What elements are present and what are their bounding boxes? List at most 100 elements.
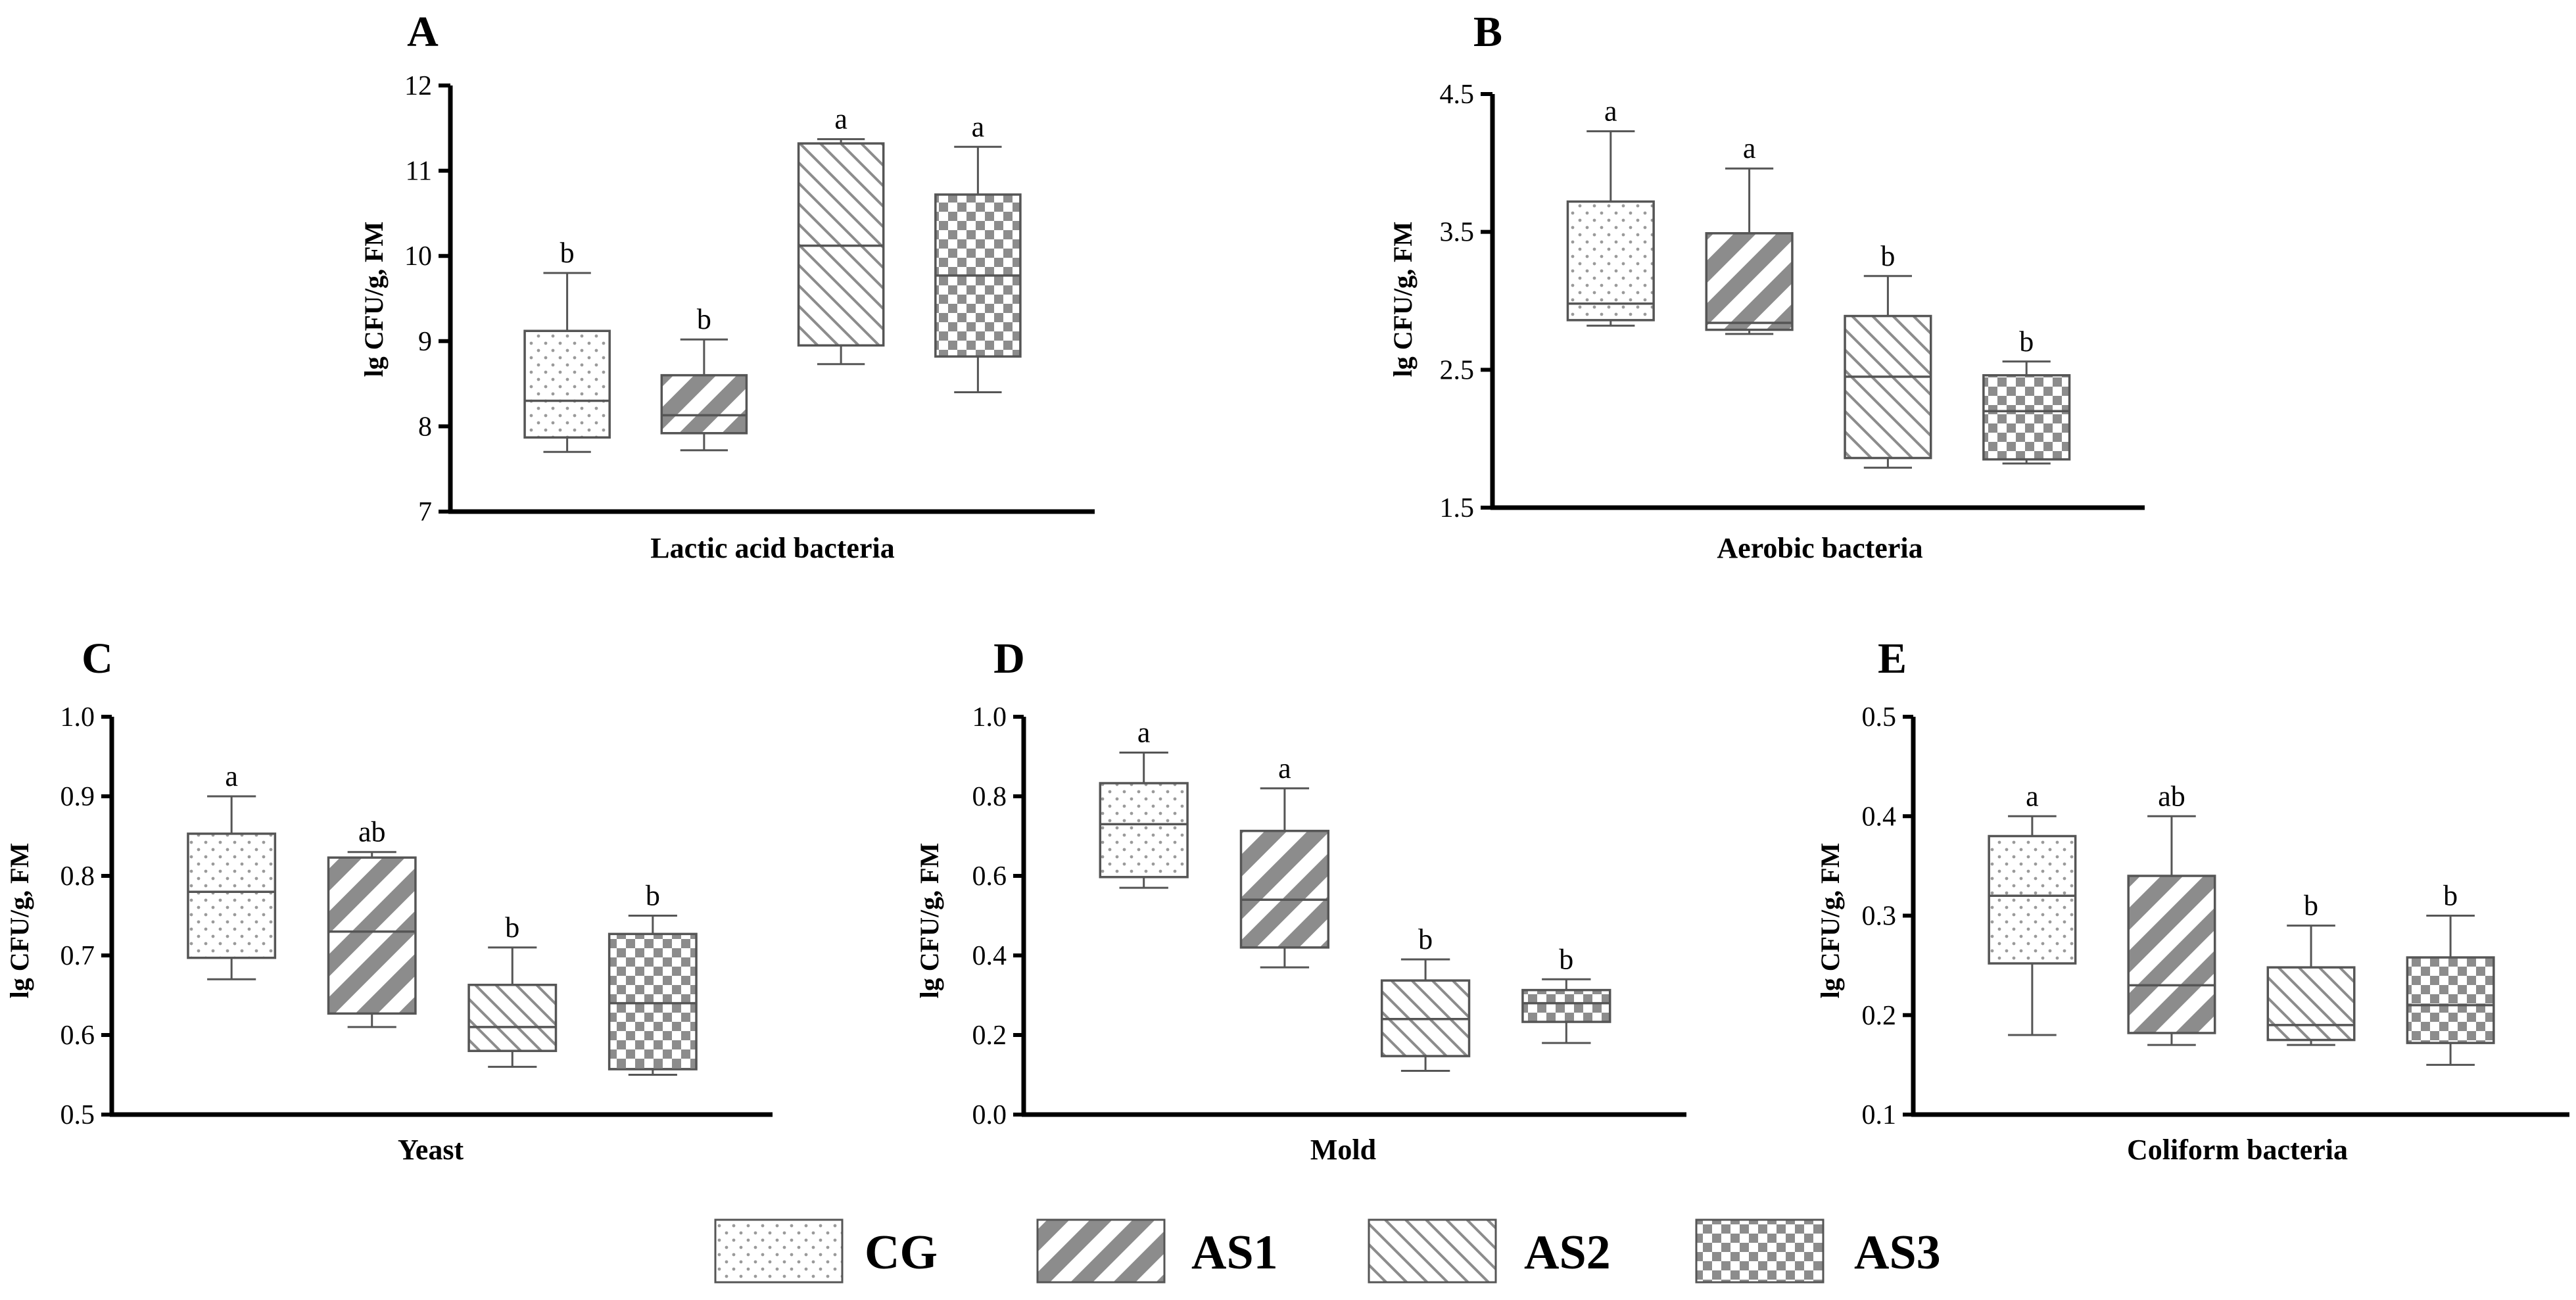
sig-label-c-as2: b [505,911,519,944]
y-tick-label-c-5: 1.0 [60,702,95,733]
y-tick-label-c-0: 0.5 [60,1100,95,1130]
plot-area-b: 1.5 2.5 3.5 4.5 a a b b [1440,80,2145,523]
sig-label-c-cg: a [225,760,238,792]
y-tick-label-d-0: 0.0 [972,1100,1007,1130]
legend: CG AS1 AS2 AS3 [714,1218,1941,1284]
x-axis-label-a: Lactic acid bacteria [650,532,894,564]
panel-letter-b: B [1473,8,1502,56]
sig-label-b-as3: b [2019,325,2034,358]
y-tick-label-c-3: 0.8 [60,861,95,892]
box-e-as1 [2127,875,2216,1034]
sig-label-b-as2: b [1880,240,1895,272]
plot-area-a: 7 8 9 10 11 12 b b a a [404,71,1095,527]
plot-area-c: 0.5 0.6 0.7 0.8 0.9 1.0 a ab b b [60,702,773,1130]
y-axis-label-b: lg CFU/g, FM [1388,222,1418,377]
sig-label-a-as3: a [972,110,985,143]
sig-label-d-as2: b [1418,923,1433,955]
box-c-as1 [327,856,417,1015]
box-c-as3 [608,932,698,1071]
y-tick-label-d-1: 0.2 [972,1021,1007,1051]
sig-label-e-cg: a [2026,780,2039,812]
box-c-cg [187,832,277,959]
sig-label-e-as1: ab [2158,780,2185,812]
x-axis-label-b: Aerobic bacteria [1717,532,1922,564]
y-tick-label-d-4: 0.8 [972,782,1007,812]
box-d-as3 [1521,988,1611,1023]
panel-a: A lg CFU/g, FM Lactic acid bacteria 7 8 9 1… [359,8,1095,564]
panel-letter-d: D [993,635,1025,683]
box-e-as3 [2406,956,2495,1044]
y-tick-label-e-3: 0.4 [1862,802,1897,832]
box-e-cg [1988,834,2077,965]
box-c-as2 [467,984,558,1052]
y-tick-label-c-1: 0.6 [60,1021,95,1051]
y-axis-label-e: lg CFU/g, FM [1815,843,1845,999]
legend-item-as3: AS3 [1695,1218,1941,1284]
y-tick-label-b-2: 3.5 [1440,218,1475,248]
y-tick-label-b-3: 4.5 [1440,80,1475,110]
legend-label-as3: AS3 [1854,1226,1941,1280]
legend-swatch-cg [714,1218,844,1284]
sig-label-c-as3: b [646,880,660,912]
y-tick-label-a-4: 11 [406,156,432,187]
sig-label-a-cg: b [560,237,575,269]
y-tick-label-e-4: 0.5 [1862,702,1897,733]
y-axis-label-a: lg CFU/g, FM [359,222,389,377]
plot-area-d: 0.0 0.2 0.4 0.6 0.8 1.0 a a b b [972,702,1686,1130]
sig-label-b-as1: a [1743,132,1756,164]
sig-label-e-as3: b [2443,880,2458,912]
box-e-as2 [2266,966,2356,1042]
sig-label-d-as1: a [1278,752,1291,784]
y-axis-label-c: lg CFU/g, FM [5,843,34,999]
y-axis-label-d: lg CFU/g, FM [915,843,944,999]
y-tick-label-c-4: 0.9 [60,782,95,812]
y-tick-label-b-1: 2.5 [1440,355,1475,385]
panel-b: B lg CFU/g, FM Aerobic bacteria 1.5 2.5 3.… [1388,8,2145,564]
legend-item-as1: AS1 [1036,1218,1278,1284]
legend-label-as2: AS2 [1524,1226,1611,1280]
legend-swatch-as3 [1695,1218,1825,1284]
sig-label-b-cg: a [1604,95,1617,128]
box-a-as2 [797,142,885,347]
legend-item-cg: CG [714,1218,938,1284]
panel-letter-c: C [82,635,113,683]
x-axis-label-e: Coliform bacteria [2127,1134,2348,1166]
box-b-as1 [1705,232,1794,331]
y-tick-label-d-5: 1.0 [972,702,1007,733]
y-tick-label-e-2: 0.3 [1862,902,1897,932]
box-b-cg [1566,200,1655,322]
box-d-as1 [1239,829,1330,949]
y-tick-label-d-2: 0.4 [972,941,1007,971]
x-axis-label-d: Mold [1310,1134,1376,1166]
legend-label-cg: CG [865,1226,938,1280]
panel-letter-e: E [1878,635,1907,683]
y-tick-label-a-5: 12 [404,71,432,101]
sig-label-d-cg: a [1137,716,1151,748]
y-tick-label-b-0: 1.5 [1440,493,1475,523]
box-b-as3 [1982,373,2071,461]
panel-letter-a: A [407,8,439,56]
y-tick-label-a-2: 9 [418,327,432,357]
sig-label-a-as2: a [834,103,847,135]
y-tick-label-e-0: 0.1 [1862,1100,1897,1130]
y-tick-label-d-3: 0.6 [972,861,1007,892]
legend-swatch-as1 [1036,1218,1166,1284]
legend-item-as2: AS2 [1368,1218,1611,1284]
panel-c: C lg CFU/g, FM Yeast 0.5 0.6 0.7 0.8 0.9 1.0 a… [5,635,773,1166]
sig-label-e-as2: b [2304,890,2318,922]
legend-label-as1: AS1 [1191,1226,1278,1280]
box-d-cg [1099,782,1189,879]
box-a-cg [523,329,611,439]
panel-e: E lg CFU/g, FM Coliform bacteria 0.10.20… [1815,635,2569,1166]
sig-label-c-as1: ab [358,816,386,848]
y-tick-label-a-1: 8 [418,412,432,442]
y-tick-label-c-2: 0.7 [60,941,95,971]
sig-label-d-as3: b [1559,943,1573,975]
panel-d: D lg CFU/g, FM Mold 0.0 0.2 0.4 0.6 0.8 1.0 a a… [915,635,1686,1166]
box-a-as1 [660,373,748,435]
y-tick-label-a-3: 10 [404,241,432,272]
sig-label-a-as1: b [697,303,711,335]
plot-area-e: 0.1 0.2 0.3 0.4 0.5 a ab b b [1862,702,2569,1130]
legend-swatch-as2 [1368,1218,1497,1284]
